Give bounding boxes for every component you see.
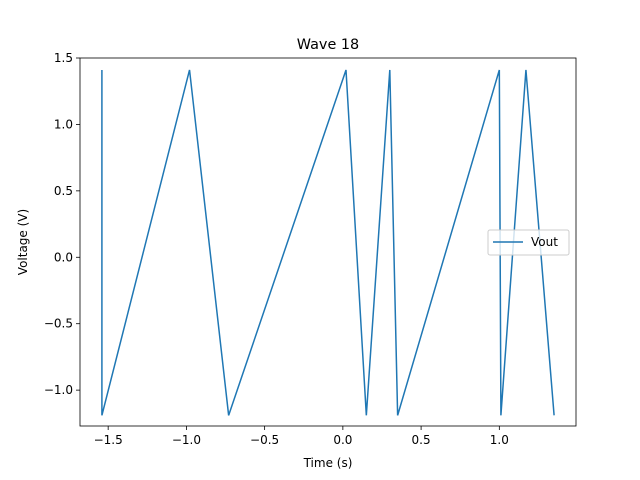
x-tick-label: 0.5	[412, 433, 431, 447]
series-line-vout	[101, 69, 555, 416]
x-tick-label: −1.0	[172, 433, 201, 447]
y-tick-label: −0.5	[44, 317, 73, 331]
y-tick-label: 0.5	[54, 184, 73, 198]
x-axis-label: Time (s)	[303, 456, 353, 470]
x-tick-label: −0.5	[250, 433, 279, 447]
y-tick-label: 1.5	[54, 51, 73, 65]
y-tick-label: 1.0	[54, 117, 73, 131]
x-axis: −1.5 −1.0 −0.5 0.0 0.5 1.0	[94, 426, 509, 447]
series-layer	[101, 69, 555, 416]
y-tick-label: −1.0	[44, 383, 73, 397]
legend-box	[487, 229, 570, 256]
legend-label: Vout	[531, 235, 558, 249]
y-tick-label: 0.0	[54, 250, 73, 264]
chart-title: Wave 18	[297, 37, 359, 53]
axes-frame	[79, 57, 577, 427]
y-axis: −1.0 −0.5 0.0 0.5 1.0 1.5	[44, 51, 80, 397]
legend: Vout	[487, 229, 570, 256]
y-axis-label: Voltage (V)	[16, 209, 30, 275]
x-tick-label: 1.0	[490, 433, 509, 447]
x-tick-label: 0.0	[333, 433, 352, 447]
x-tick-label: −1.5	[94, 433, 123, 447]
